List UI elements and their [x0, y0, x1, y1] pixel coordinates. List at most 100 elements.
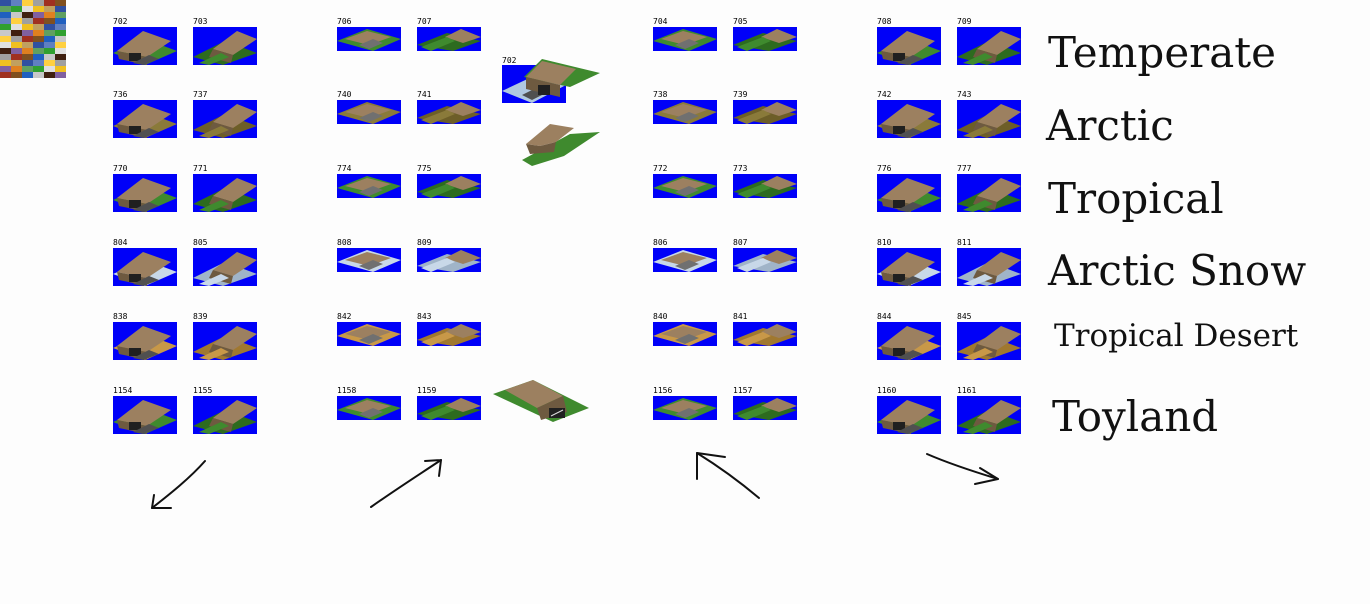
- sprite-id: 1160: [877, 386, 897, 395]
- floating-sprite-tunnel: [493, 378, 591, 422]
- sprite-tile: [337, 27, 401, 51]
- sprite-tile: [113, 396, 177, 434]
- arrow-down-left: [151, 460, 206, 509]
- sprite-id: 1161: [957, 386, 977, 395]
- sprite-id: 840: [653, 312, 668, 321]
- sprite-tile: [113, 322, 177, 360]
- climate-label-toyland: Toyland: [1052, 392, 1219, 441]
- sprite-tile: [417, 100, 481, 124]
- sprite-id: 806: [653, 238, 668, 247]
- sprite-id: 773: [733, 164, 748, 173]
- sprite-tile: [417, 27, 481, 51]
- sprite-tile: [653, 248, 717, 272]
- sprite-id: 839: [193, 312, 208, 321]
- arrow-right: [926, 453, 999, 480]
- sprite-tile: [417, 174, 481, 198]
- sprite-tile: [337, 248, 401, 272]
- sprite-tile: [193, 322, 257, 360]
- sprite-id: 708: [877, 17, 892, 26]
- sprite-tile: [417, 322, 481, 346]
- climate-label-tropical: Tropical: [1048, 174, 1224, 223]
- sprite-tile: [653, 174, 717, 198]
- sprite-tile: [193, 396, 257, 434]
- sprite-tile: [877, 27, 941, 65]
- sprite-id: 845: [957, 312, 972, 321]
- sprite-tile: [653, 396, 717, 420]
- sprite-tile: [113, 248, 177, 286]
- sprite-tile: [193, 27, 257, 65]
- sprite-tile: [113, 174, 177, 212]
- sprite-id: 1157: [733, 386, 753, 395]
- climate-label-tropical-desert: Tropical Desert: [1054, 318, 1299, 354]
- sprite-id: 808: [337, 238, 352, 247]
- sprite-id: 736: [113, 90, 128, 99]
- sprite-id: 707: [417, 17, 432, 26]
- sprite-tile: [733, 100, 797, 124]
- sprite-tile: [653, 27, 717, 51]
- sprite-tile: [113, 100, 177, 138]
- sprite-tile: [193, 174, 257, 212]
- sprite-tile: [337, 396, 401, 420]
- sprite-id: 743: [957, 90, 972, 99]
- sprite-tile: [877, 322, 941, 360]
- sprite-id: 770: [113, 164, 128, 173]
- sprite-id: 811: [957, 238, 972, 247]
- sprite-tile: [957, 396, 1021, 434]
- sprite-id: 1155: [193, 386, 213, 395]
- climate-label-arctic-snow: Arctic Snow: [1048, 246, 1307, 295]
- sprite-id: 841: [733, 312, 748, 321]
- climate-label-temperate: Temperate: [1048, 28, 1277, 77]
- sprite-tile: [957, 248, 1021, 286]
- floating-sprite-702: 702: [502, 55, 602, 105]
- sprite-tile: [337, 322, 401, 346]
- palette-swatch: [0, 0, 66, 78]
- sprite-id: 844: [877, 312, 892, 321]
- sprite-id: 842: [337, 312, 352, 321]
- sprite-tile: [417, 248, 481, 272]
- sprite-tile: [877, 100, 941, 138]
- sprite-id: 738: [653, 90, 668, 99]
- sprite-tile: [193, 100, 257, 138]
- sprite-id: 706: [337, 17, 352, 26]
- sprite-tile: [957, 174, 1021, 212]
- sprite-tile: [417, 396, 481, 420]
- sprite-tile: [653, 100, 717, 124]
- sprite-tile: [193, 248, 257, 286]
- sprite-tile: [337, 174, 401, 198]
- sprite-id: 809: [417, 238, 432, 247]
- sprite-tile: [877, 174, 941, 212]
- sprite-id: 741: [417, 90, 432, 99]
- sprite-tile: [733, 174, 797, 198]
- sprite-id: 1159: [417, 386, 437, 395]
- sprite-id: 1158: [337, 386, 357, 395]
- sprite-id: 776: [877, 164, 892, 173]
- sprite-tile: [877, 396, 941, 434]
- floating-sprite-ramp: [520, 120, 602, 168]
- sprite-id: 774: [337, 164, 352, 173]
- sprite-id: 1156: [653, 386, 673, 395]
- sprite-tile: [733, 396, 797, 420]
- sprite-tile: [733, 322, 797, 346]
- arrow-up-right: [370, 459, 442, 508]
- sprite-id: 739: [733, 90, 748, 99]
- sprite-id: 810: [877, 238, 892, 247]
- sprite-id: 709: [957, 17, 972, 26]
- sprite-id: 805: [193, 238, 208, 247]
- sprite-id: 742: [877, 90, 892, 99]
- sprite-id: 737: [193, 90, 208, 99]
- sprite-id: 703: [193, 17, 208, 26]
- sprite-id: 807: [733, 238, 748, 247]
- sprite-tile: [957, 100, 1021, 138]
- arrow-up-left: [696, 452, 760, 499]
- sprite-tile: [957, 322, 1021, 360]
- climate-label-arctic: Arctic: [1046, 101, 1174, 150]
- sprite-tile: [733, 27, 797, 51]
- sprite-id: 1154: [113, 386, 133, 395]
- sprite-id: 777: [957, 164, 972, 173]
- sprite-id: 702: [502, 56, 517, 65]
- sprite-id: 740: [337, 90, 352, 99]
- sprite-id: 771: [193, 164, 208, 173]
- sprite-tile: [113, 27, 177, 65]
- sprite-id: 843: [417, 312, 432, 321]
- sprite-tile: [653, 322, 717, 346]
